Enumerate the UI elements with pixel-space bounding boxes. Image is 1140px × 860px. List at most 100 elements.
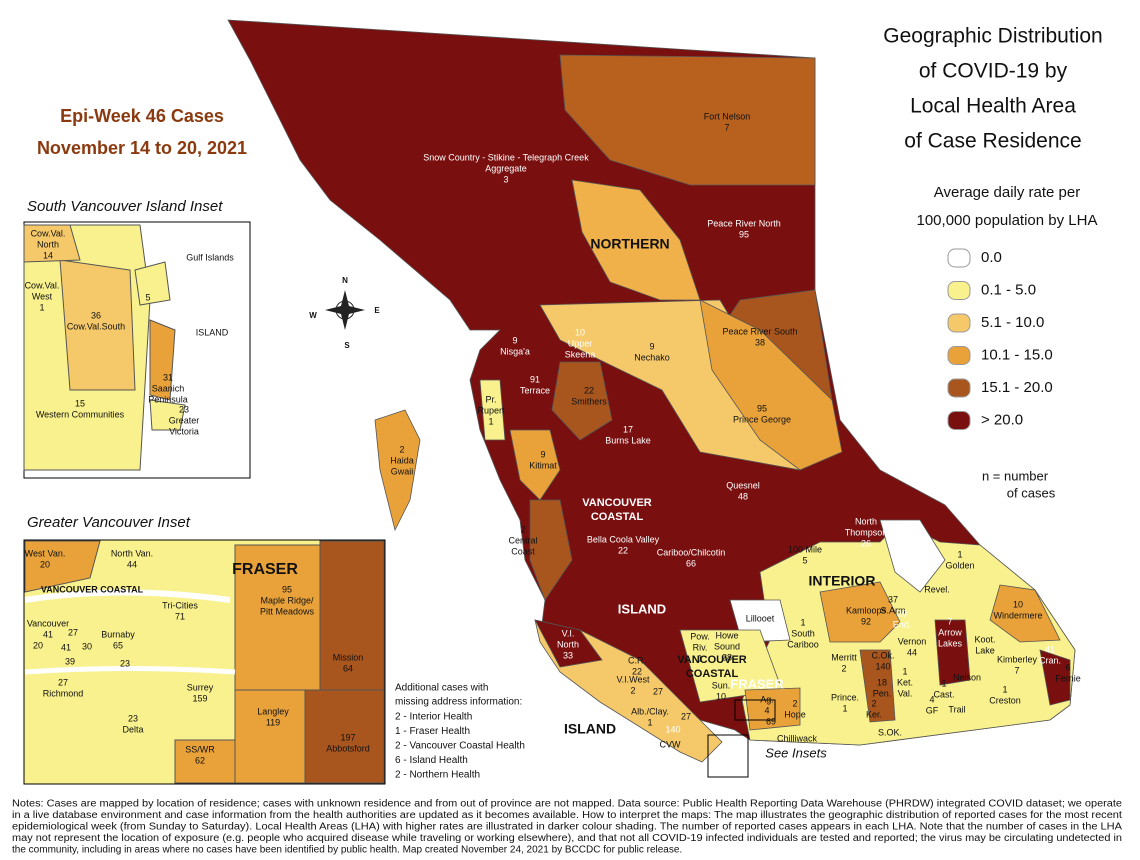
south-island-inset bbox=[23, 221, 251, 479]
area-label: 10 bbox=[1013, 599, 1023, 609]
area-label: 36 bbox=[91, 310, 101, 320]
vancouver-inset bbox=[23, 539, 386, 785]
area-label: Saanich bbox=[152, 383, 185, 393]
area-label: 95 bbox=[757, 403, 767, 413]
region-label: COASTAL bbox=[591, 511, 644, 523]
water bbox=[24, 589, 231, 603]
area-label: Fernie bbox=[1055, 673, 1081, 683]
area-label: 5 bbox=[802, 555, 807, 565]
area-label: 6 bbox=[1065, 662, 1070, 672]
area-label: Peace River South bbox=[722, 326, 797, 336]
area-label: Merritt bbox=[831, 652, 857, 662]
area-label: Howe bbox=[715, 630, 738, 640]
area-label: Cow.Val. bbox=[31, 228, 66, 238]
inset-title: South Vancouver Island Inset bbox=[27, 198, 223, 215]
area-label: 2 bbox=[841, 663, 846, 673]
area-label: Greater bbox=[169, 415, 200, 425]
area-label: C.R. bbox=[628, 655, 646, 665]
area-label: 1 bbox=[902, 666, 907, 676]
region-shape bbox=[571, 179, 701, 301]
area-label: C.Ok. bbox=[871, 650, 894, 660]
region-shape bbox=[879, 519, 946, 593]
region-shape bbox=[859, 649, 896, 723]
area-label: 95 bbox=[282, 584, 292, 594]
area-label: Gwaii bbox=[391, 466, 414, 476]
see-insets: See Insets bbox=[765, 745, 827, 760]
area-label: 20 bbox=[33, 640, 43, 650]
area-label: 26 bbox=[861, 538, 871, 548]
area-label: 119 bbox=[266, 717, 280, 727]
region-label: VANCOUVER COASTAL bbox=[41, 584, 144, 594]
region-shape bbox=[134, 261, 171, 306]
area-label: 1 bbox=[957, 549, 962, 559]
area-label: Fort Nelson bbox=[704, 111, 751, 121]
area-label: 27 bbox=[681, 711, 691, 721]
legend-title: 100,000 population by LHA bbox=[917, 212, 1098, 229]
additional-title: missing address information: bbox=[395, 697, 522, 708]
inset-marker bbox=[707, 734, 749, 778]
compass-rose bbox=[325, 290, 365, 330]
title: of COVID-19 by bbox=[919, 60, 1068, 83]
area-label: 37 bbox=[888, 594, 898, 604]
compass-letter: N bbox=[342, 276, 348, 285]
area-label: V.I. bbox=[562, 628, 575, 638]
legend-label: 15.1 - 20.0 bbox=[981, 379, 1053, 396]
additional-item: 2 - Interior Health bbox=[395, 712, 472, 723]
area-label: Coast bbox=[511, 546, 535, 556]
area-label: Western Communities bbox=[36, 409, 125, 419]
area-label: Quesnel bbox=[726, 480, 760, 490]
area-label: 7 bbox=[1014, 665, 1019, 675]
area-label: 62 bbox=[195, 755, 205, 765]
area-label: Burns Lake bbox=[605, 435, 651, 445]
area-label: Kamloops bbox=[846, 605, 887, 615]
region-label: NORTHERN bbox=[590, 236, 669, 252]
area-label: Kitimat bbox=[529, 460, 557, 470]
region-shape bbox=[479, 379, 506, 441]
area-label: Riv. bbox=[693, 642, 708, 652]
area-label: 4 bbox=[929, 694, 934, 704]
area-label: 7 bbox=[947, 616, 952, 626]
area-label: South bbox=[791, 628, 815, 638]
note-line: in a live database environment and case … bbox=[12, 810, 1122, 821]
area-label: Nisga'a bbox=[500, 346, 530, 356]
region-shape bbox=[509, 429, 561, 501]
area-label: Lakes bbox=[938, 638, 963, 648]
province-map bbox=[227, 19, 1076, 778]
inset-title: Greater Vancouver Inset bbox=[27, 514, 191, 531]
area-label: Peninsula bbox=[148, 394, 188, 404]
compass-needle bbox=[325, 305, 365, 315]
compass-letter: S bbox=[344, 341, 350, 350]
area-label: 66 bbox=[686, 558, 696, 568]
area-label: Upper bbox=[568, 338, 593, 348]
area-label: Hope bbox=[784, 709, 806, 719]
area-label: Creston bbox=[989, 695, 1021, 705]
area-label: 23 bbox=[128, 713, 138, 723]
area-label: 1 bbox=[39, 302, 44, 312]
legend-swatch bbox=[947, 313, 971, 333]
region-shape bbox=[149, 399, 186, 431]
region-label: INTERIOR bbox=[809, 573, 876, 589]
area-label: North bbox=[855, 516, 877, 526]
region-shape bbox=[59, 259, 136, 391]
area-label: 197 bbox=[340, 732, 355, 742]
area-label: Rupert bbox=[477, 405, 505, 415]
region-shape bbox=[1039, 649, 1071, 706]
area-label: 2 bbox=[792, 698, 797, 708]
area-label: Koot. bbox=[974, 634, 995, 644]
area-label: Windermere bbox=[993, 610, 1042, 620]
area-label: 31 bbox=[163, 372, 173, 382]
area-label: 41 bbox=[61, 642, 71, 652]
compass-ring bbox=[335, 300, 355, 320]
region-shape bbox=[551, 361, 613, 441]
area-label: 23 bbox=[179, 404, 189, 414]
region-label: VANCOUVER bbox=[582, 497, 652, 509]
area-label: 17 bbox=[623, 424, 633, 434]
area-label: 28 bbox=[722, 652, 732, 662]
area-label: Richmond bbox=[43, 688, 84, 698]
area-label: 1 bbox=[697, 653, 702, 663]
region-label: ISLAND bbox=[564, 721, 616, 737]
additional-item: 2 - Northern Health bbox=[395, 770, 480, 781]
area-label: 9 bbox=[649, 341, 654, 351]
area-label: 27 bbox=[653, 686, 663, 696]
area-label: 23 bbox=[120, 658, 130, 668]
